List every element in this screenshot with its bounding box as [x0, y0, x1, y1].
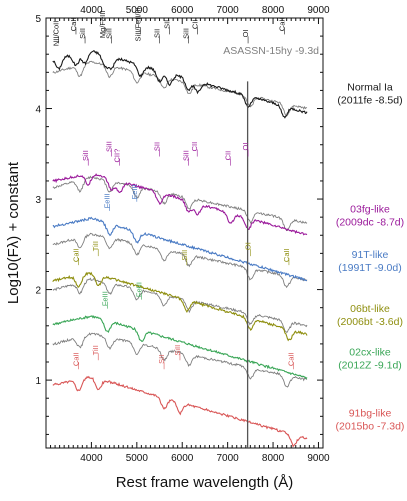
feature-label: CII	[223, 151, 232, 161]
feature-label: OI	[241, 29, 250, 37]
reference-spectrum-line	[52, 60, 308, 117]
series-label-detail: (1991T -9.0d)	[338, 262, 401, 274]
feature-label: SiII	[182, 28, 191, 39]
feature-label: OI	[241, 143, 250, 151]
feature-label: SiII/FeII/III	[133, 7, 142, 41]
x-top-tick-label: 4000	[80, 5, 103, 16]
feature-label: FeIII	[103, 193, 112, 208]
feature-label: SiII	[173, 345, 182, 356]
tick-layer: 4000 5000 6000 7000 8000 9000 4000 5000 6000 7000…	[35, 5, 330, 464]
feature-label: SiII	[182, 150, 191, 161]
feature-label: CII?	[113, 149, 122, 163]
y-tick-label: 1	[35, 376, 41, 387]
series-label-name: 02cx-like	[349, 347, 391, 359]
reference-spectrum-line	[52, 175, 308, 232]
x-top-tick-label: 5000	[126, 5, 149, 16]
y-tick-label: 5	[35, 14, 41, 25]
series-line	[52, 315, 308, 380]
series-line	[52, 50, 308, 119]
feature-label: Mg/FeIII	[98, 11, 107, 39]
x-top-tick-label: 9000	[307, 5, 330, 16]
x-tick-label: 4000	[80, 453, 103, 464]
legend-layer: ASASSN-15hy -9.3d Normal Ia(2011fe -8.5d)…	[223, 45, 404, 432]
series-label-name: 91bg-like	[349, 407, 392, 419]
reference-spectrum-line	[52, 332, 308, 388]
series-label-detail: (2009dc -8.7d)	[336, 217, 404, 229]
x-top-tick-label: 7000	[217, 5, 240, 16]
reference-series-label: ASASSN-15hy -9.3d	[223, 45, 319, 57]
feature-label: CaII	[69, 17, 78, 31]
series-label-name: 03fg-like	[350, 204, 390, 216]
feature-label: CaII	[72, 248, 81, 262]
series-line	[52, 173, 308, 236]
y-tick-label: 3	[35, 195, 41, 206]
feature-label: SII	[153, 142, 162, 151]
x-axis-title: Rest frame wavelength (Å)	[116, 474, 294, 491]
series-label-name: Normal Ia	[347, 81, 393, 93]
spectra-layer	[52, 50, 308, 448]
feature-label: FeIII	[130, 184, 139, 199]
feature-label: CaII	[282, 248, 291, 262]
feature-label: FeIII	[134, 282, 143, 297]
x-tick-label: 9000	[307, 453, 330, 464]
x-top-tick-label: 6000	[171, 5, 194, 16]
x-top-tick-label: 8000	[262, 5, 285, 16]
feature-label: TiII	[91, 345, 100, 355]
feature-label: SiII	[104, 141, 113, 152]
feature-label: FeIII	[100, 291, 109, 306]
x-tick-label: 8000	[262, 453, 285, 464]
series-line	[52, 271, 308, 342]
series-label-detail: (2006bt -3.6d)	[337, 316, 403, 328]
reference-spectrum-line	[52, 232, 308, 289]
feature-label: TiII	[91, 241, 100, 251]
feature-label: OI	[243, 242, 252, 250]
feature-label: CaII	[72, 352, 81, 366]
feature-label: CII	[191, 20, 200, 30]
plot-frame	[45, 17, 324, 449]
feature-label: CaII	[277, 17, 286, 31]
feature-label: SiII	[180, 250, 189, 261]
feature-label: SiII	[104, 28, 113, 39]
series-label-detail: (2015bo -7.3d)	[336, 420, 405, 432]
feature-label: SII	[157, 355, 166, 364]
series-label-name: 06bt-like	[350, 303, 390, 315]
series-label-name: 91T-like	[352, 249, 389, 261]
series-line	[52, 375, 308, 448]
x-tick-label: 6000	[171, 453, 194, 464]
series-label-detail: (2011fe -8.5d)	[337, 94, 402, 106]
series-line	[52, 216, 308, 282]
feature-label: SiII	[81, 150, 90, 161]
feature-label: SiII	[78, 28, 87, 39]
feature-label: SII	[153, 29, 162, 38]
feature-label: CII	[190, 142, 199, 152]
feature-label: NII/CoII	[52, 21, 61, 46]
y-tick-label: 4	[35, 105, 41, 116]
feature-label: CaII	[286, 352, 295, 366]
y-axis-title: Log10(Fλ) + constant	[5, 161, 22, 304]
x-tick-label: 5000	[126, 453, 149, 464]
series-label-detail: (2012Z -9.1d)	[338, 360, 402, 372]
x-tick-label: 7000	[217, 453, 240, 464]
feature-label: SII	[163, 20, 172, 29]
y-tick-label: 2	[35, 286, 41, 297]
